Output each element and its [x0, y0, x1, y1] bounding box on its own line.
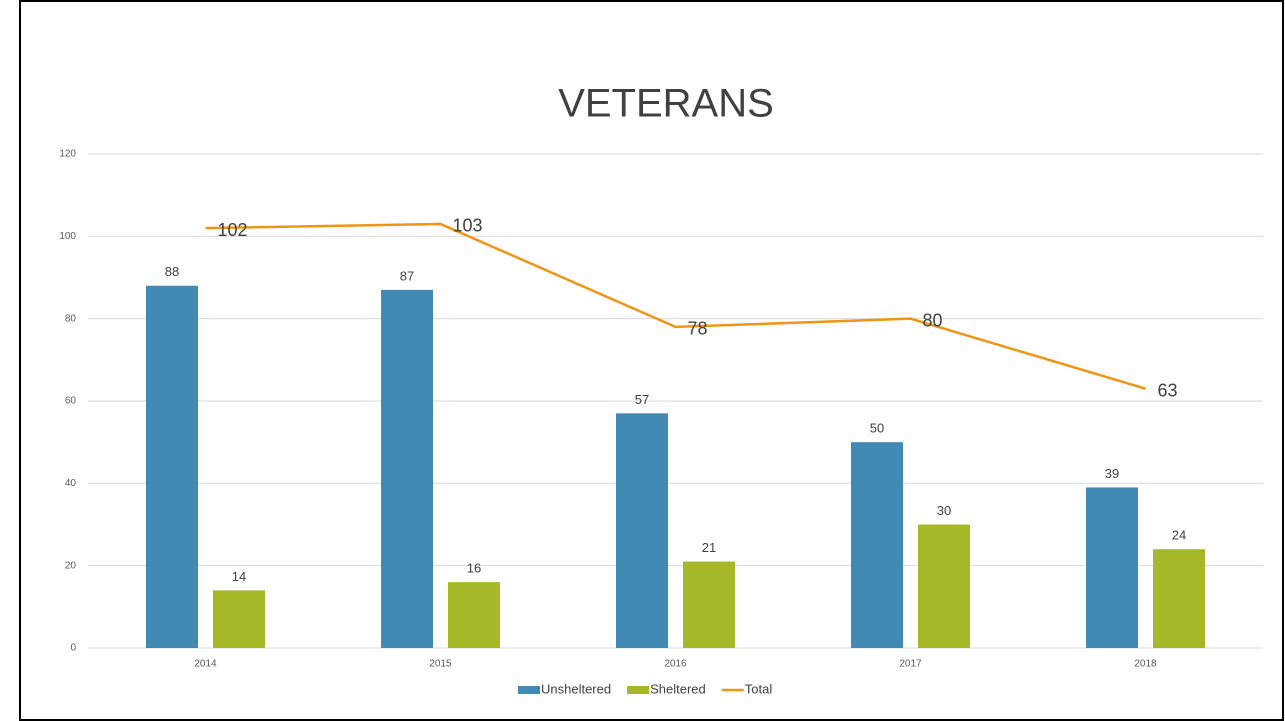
y-tick-label: 0 [70, 643, 76, 654]
data-label: 14 [232, 569, 246, 584]
bar [1086, 487, 1138, 648]
data-label: 39 [1105, 466, 1119, 481]
line [205, 222, 1146, 390]
y-tick-label: 60 [65, 396, 77, 407]
slide-border [19, 0, 1284, 721]
y-tick-label: 20 [65, 560, 77, 571]
data-label: 102 [218, 220, 248, 240]
bar [683, 561, 735, 648]
data-label: 21 [702, 540, 716, 555]
data-label: 24 [1172, 528, 1186, 543]
x-tick-label: 2017 [899, 659, 922, 670]
bar [851, 442, 903, 648]
data-label: 87 [400, 268, 414, 283]
data-label: 103 [453, 216, 483, 236]
data-label: 57 [635, 392, 649, 407]
x-tick-label: 2014 [194, 659, 217, 670]
bar [213, 590, 265, 648]
bar [616, 413, 668, 648]
data-label: 16 [467, 561, 481, 576]
x-tick-label: 2015 [429, 659, 452, 670]
bar [146, 285, 198, 648]
data-label: 80 [923, 310, 943, 330]
legend-label: Sheltered [650, 681, 706, 696]
legend-label: Unsheltered [541, 681, 611, 696]
y-tick-label: 40 [65, 478, 77, 489]
data-label: 50 [870, 421, 884, 436]
legend-swatch [627, 686, 650, 694]
x-tick-label: 2018 [1134, 659, 1157, 670]
y-tick-label: 80 [65, 313, 77, 324]
bar [1153, 549, 1205, 648]
data-label: 30 [937, 503, 951, 518]
legend-label: Total [745, 681, 773, 696]
chart-title: VETERANS [558, 82, 774, 126]
data-label: 88 [165, 264, 179, 279]
bar [448, 582, 500, 648]
x-tick-label: 2016 [664, 659, 687, 670]
bar [381, 289, 433, 648]
legend-swatch [518, 686, 540, 694]
data-label: 78 [688, 319, 708, 339]
y-tick-label: 120 [59, 149, 76, 160]
data-label: 63 [1158, 380, 1178, 400]
y-tick-label: 100 [59, 231, 76, 242]
bar [918, 524, 970, 648]
